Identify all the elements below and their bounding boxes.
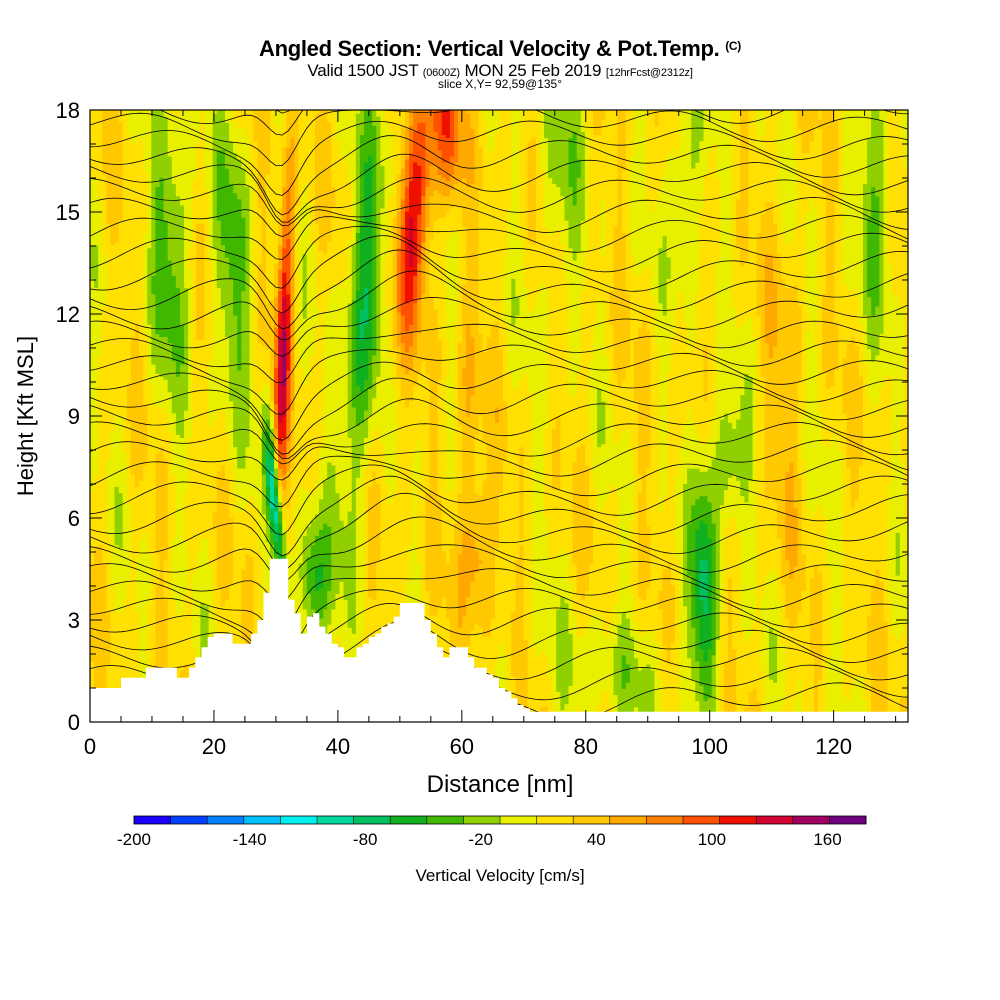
colorbar-tick-label: -80	[353, 830, 378, 849]
x-tick-label: 60	[450, 734, 474, 759]
colorbar-label: Vertical Velocity [cm/s]	[415, 866, 584, 885]
colorbar-swatch	[720, 816, 757, 824]
x-tick-label: 80	[574, 734, 598, 759]
colorbar-swatch	[171, 816, 208, 824]
colorbar-tick-label: -200	[117, 830, 151, 849]
x-tick-label: 40	[326, 734, 350, 759]
figure: { "title_main": "Angled Section: Vertica…	[0, 0, 1000, 1000]
colorbar-swatch	[793, 816, 830, 824]
colorbar-swatch	[280, 816, 317, 824]
y-tick-label: 15	[56, 200, 80, 225]
chart-svg: 0 20 40 60 80 100 120 0 3 6 9 12 15 18 Distance [nm]…	[0, 0, 1000, 1000]
y-tick-label: 3	[68, 608, 80, 633]
colorbar-swatch	[610, 816, 647, 824]
y-tick-label: 0	[68, 710, 80, 735]
colorbar-swatch	[354, 816, 391, 824]
colorbar-swatch	[573, 816, 610, 824]
colorbar-swatch	[756, 816, 793, 824]
colorbar-swatch	[207, 816, 244, 824]
colorbar-tick-label: 160	[813, 830, 841, 849]
colorbar: -200 -140 -80 -20 40 100 160	[117, 816, 866, 849]
colorbar-swatch	[317, 816, 354, 824]
colorbar-tick-label: 40	[587, 830, 606, 849]
x-tick-label: 0	[84, 734, 96, 759]
colorbar-swatch	[427, 816, 464, 824]
theta-contour-line	[90, 50, 908, 113]
x-tick-label: 100	[691, 734, 728, 759]
y-tick-label: 9	[68, 404, 80, 429]
y-axis-label: Height [Kft MSL]	[13, 336, 38, 496]
colorbar-swatch	[244, 816, 281, 824]
y-tick-label: 6	[68, 506, 80, 531]
y-tick-label: 12	[56, 302, 80, 327]
colorbar-swatch	[683, 816, 720, 824]
x-tick-label: 20	[202, 734, 226, 759]
colorbar-tick-label: 100	[698, 830, 726, 849]
y-tick-label: 18	[56, 98, 80, 123]
colorbar-swatch	[463, 816, 500, 824]
colorbar-swatch	[537, 816, 574, 824]
colorbar-swatch	[390, 816, 427, 824]
colorbar-tick-label: -140	[233, 830, 267, 849]
x-tick-label: 120	[815, 734, 852, 759]
colorbar-swatch	[829, 816, 866, 824]
colorbar-tick-label: -20	[468, 830, 493, 849]
colorbar-swatch	[500, 816, 537, 824]
velocity-field	[90, 107, 913, 723]
colorbar-swatch	[646, 816, 683, 824]
x-axis-label: Distance [nm]	[427, 771, 574, 798]
colorbar-swatch	[134, 816, 171, 824]
